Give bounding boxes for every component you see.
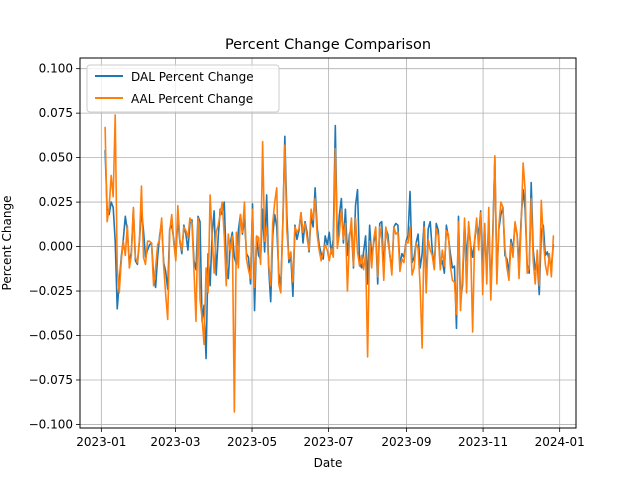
x-tick-label: 2023-11 <box>458 435 508 449</box>
plot-frame <box>79 57 577 429</box>
x-tick-label: 2023-05 <box>227 435 277 449</box>
y-tick-label: 0.100 <box>39 62 73 76</box>
y-tick-label: 0.075 <box>39 106 73 120</box>
chart-title: Percent Change Comparison <box>225 37 431 53</box>
y-axis-label: Percent Change <box>0 196 14 291</box>
y-tick-label: −0.075 <box>29 373 73 387</box>
legend: DAL Percent Change AAL Percent Change <box>86 64 280 113</box>
y-tick-label: −0.100 <box>29 417 73 431</box>
grid <box>80 58 576 428</box>
series-line-aal <box>104 114 555 413</box>
y-tick-label: 0.050 <box>39 151 73 165</box>
legend-label-dal: DAL Percent Change <box>131 70 254 84</box>
x-tick-label: 2023-07 <box>304 435 354 449</box>
x-axis-ticks: 2023-01 2023-03 2023-05 2023-07 2023-09 2023-… <box>76 428 585 449</box>
y-tick-label: −0.025 <box>29 284 73 298</box>
y-axis-ticks: −0.100 −0.075 −0.050 −0.025 0.000 0.025 0.050 0… <box>29 62 80 431</box>
y-tick-label: 0.025 <box>39 195 73 209</box>
x-tick-label: 2023-01 <box>76 435 126 449</box>
x-tick-label: 2023-09 <box>381 435 431 449</box>
series-lines <box>104 114 555 413</box>
y-tick-label: 0.000 <box>39 240 73 254</box>
x-tick-label: 2023-03 <box>150 435 200 449</box>
x-tick-label: 2024-01 <box>535 435 585 449</box>
x-axis-label: Date <box>314 456 343 470</box>
y-tick-label: −0.050 <box>29 329 73 343</box>
legend-label-aal: AAL Percent Change <box>131 92 253 106</box>
legend-box <box>86 64 280 113</box>
